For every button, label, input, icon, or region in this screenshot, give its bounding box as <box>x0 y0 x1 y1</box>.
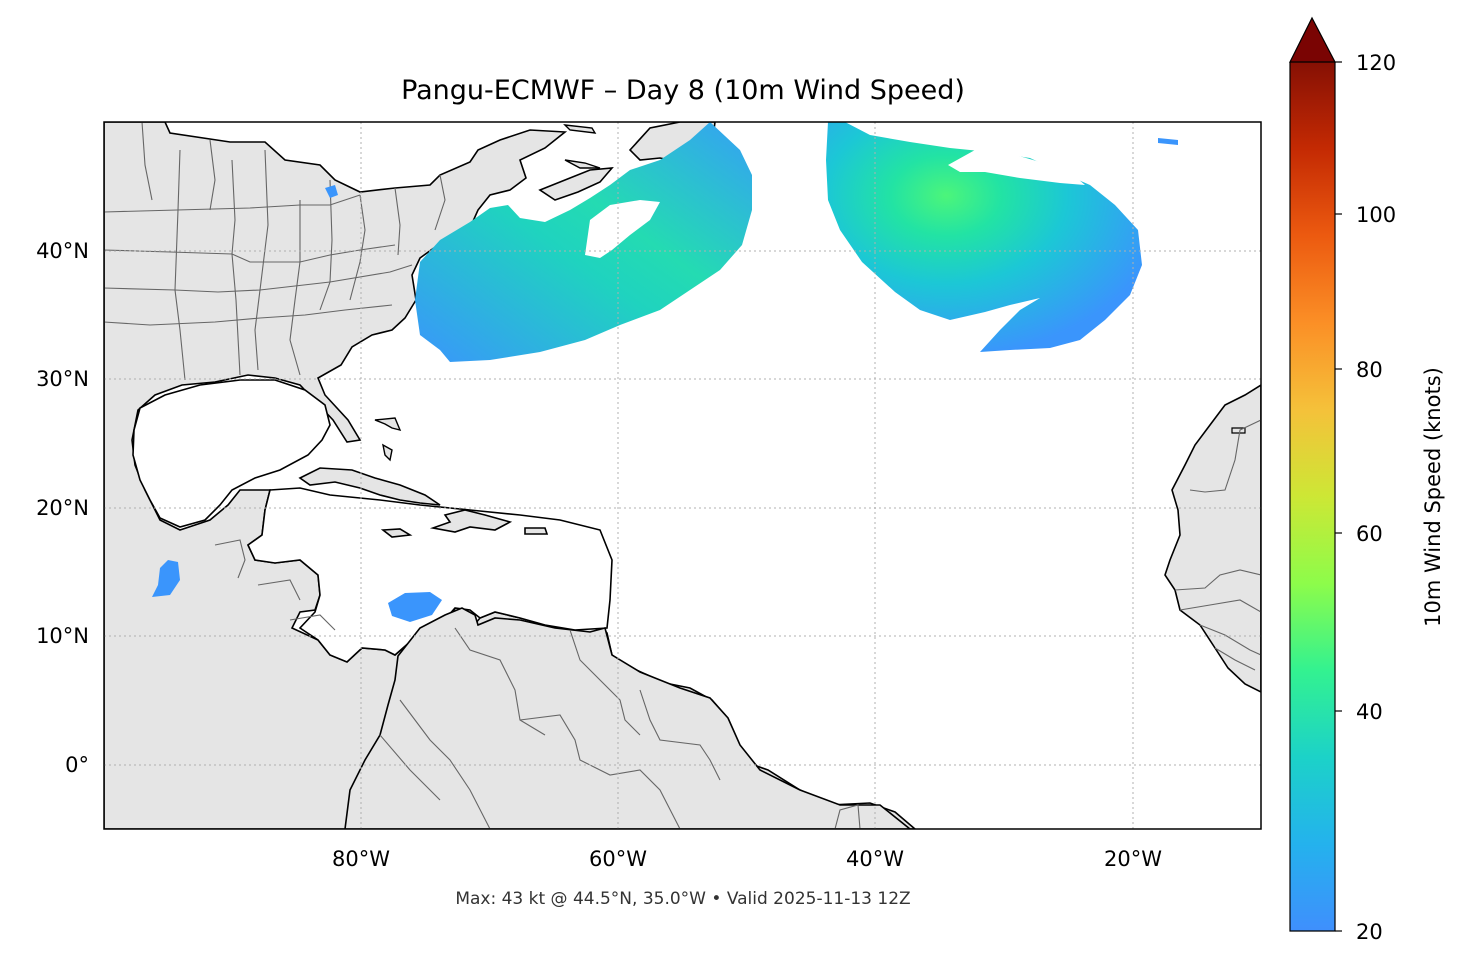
map-title: Pangu-ECMWF – Day 8 (10m Wind Speed) <box>401 75 965 106</box>
wind-cyclone-east <box>826 122 1178 352</box>
island-cuba <box>298 467 441 506</box>
colorbar-tick-label: 40 <box>1356 700 1383 724</box>
colorbar-tick-label: 80 <box>1356 358 1383 382</box>
island-jamaica <box>380 528 413 538</box>
land-anticosti <box>563 124 597 134</box>
wind-patch-northeast <box>1158 138 1178 145</box>
lat-tick-labels: 40°N 30°N 20°N 10°N 0° <box>36 239 89 777</box>
political-borders <box>104 122 1261 829</box>
colorbar-tick-label: 60 <box>1356 522 1383 546</box>
colorbar: 20 40 60 80 100 120 10m Wind Speed (knot… <box>1289 16 1445 944</box>
footer-annotation: Max: 43 kt @ 44.5°N, 35.0°W • Valid 2025… <box>455 889 910 909</box>
islands-bahamas <box>374 417 402 462</box>
wind-patch-great-lakes <box>325 185 338 198</box>
lon-tick-label: 20°W <box>1104 847 1162 871</box>
lon-tick-label: 40°W <box>846 847 904 871</box>
colorbar-extend-arrow <box>1289 16 1336 63</box>
gulf-of-mexico <box>132 379 331 528</box>
wind-swath-west-gap <box>585 200 660 258</box>
land-south-america <box>344 607 912 829</box>
wind-cyclone-east-eye <box>948 150 1085 185</box>
lat-tick-label: 10°N <box>36 624 89 648</box>
lat-tick-label: 20°N <box>36 496 89 520</box>
lat-tick-label: 0° <box>65 753 89 777</box>
colorbar-tick-label: 120 <box>1356 51 1396 75</box>
wind-swath-west <box>415 122 752 362</box>
island-hispaniola <box>429 509 513 533</box>
land-africa <box>1164 384 1261 693</box>
wind-patch-pacific <box>152 560 180 597</box>
lon-tick-label: 80°W <box>332 847 390 871</box>
colorbar-label: 10m Wind Speed (knots) <box>1421 367 1445 627</box>
colorbar-tick-label: 20 <box>1356 920 1383 944</box>
land-nova-scotia <box>538 167 614 201</box>
lat-tick-label: 40°N <box>36 239 89 263</box>
map-area <box>104 122 1261 829</box>
wind-patch-caribbean <box>388 592 442 622</box>
lon-tick-labels: 80°W 60°W 40°W 20°W <box>332 847 1162 871</box>
lat-tick-label: 30°N <box>36 367 89 391</box>
colorbar-tick-label: 100 <box>1356 203 1396 227</box>
colorbar-outline <box>1289 62 1336 932</box>
lon-tick-label: 60°W <box>589 847 647 871</box>
land-pei <box>564 159 601 169</box>
colorbar-gradient <box>1290 62 1335 931</box>
map-frame <box>103 121 1262 830</box>
colorbar-ticks <box>1335 61 1342 932</box>
island-puerto-rico <box>524 527 549 535</box>
